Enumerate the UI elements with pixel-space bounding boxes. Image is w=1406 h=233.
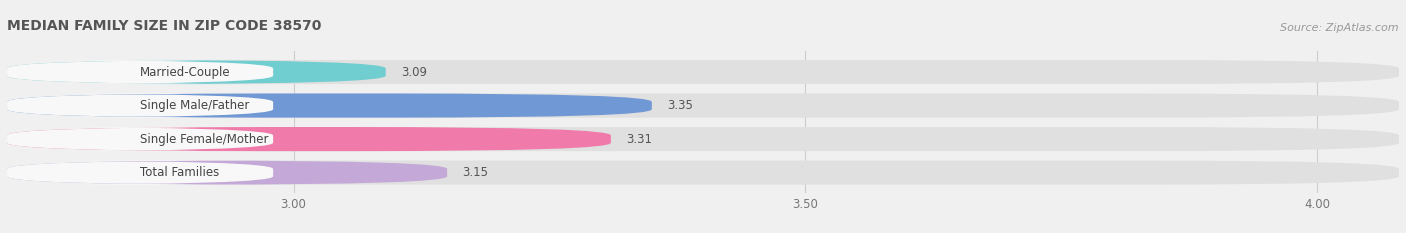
Text: Total Families: Total Families: [141, 166, 219, 179]
FancyBboxPatch shape: [7, 93, 273, 118]
FancyBboxPatch shape: [7, 60, 385, 84]
FancyBboxPatch shape: [7, 161, 1399, 185]
FancyBboxPatch shape: [7, 161, 447, 185]
Text: MEDIAN FAMILY SIZE IN ZIP CODE 38570: MEDIAN FAMILY SIZE IN ZIP CODE 38570: [7, 19, 322, 33]
Text: 3.15: 3.15: [463, 166, 488, 179]
Text: Source: ZipAtlas.com: Source: ZipAtlas.com: [1281, 23, 1399, 33]
FancyBboxPatch shape: [7, 127, 273, 151]
FancyBboxPatch shape: [7, 93, 1399, 118]
Text: Single Female/Mother: Single Female/Mother: [141, 133, 269, 146]
FancyBboxPatch shape: [7, 127, 610, 151]
FancyBboxPatch shape: [7, 127, 1399, 151]
Text: Married-Couple: Married-Couple: [141, 65, 231, 79]
FancyBboxPatch shape: [7, 161, 273, 185]
FancyBboxPatch shape: [7, 60, 1399, 84]
Text: 3.09: 3.09: [401, 65, 427, 79]
FancyBboxPatch shape: [7, 60, 273, 84]
Text: 3.35: 3.35: [668, 99, 693, 112]
Text: Single Male/Father: Single Male/Father: [141, 99, 249, 112]
Text: 3.31: 3.31: [626, 133, 652, 146]
FancyBboxPatch shape: [7, 93, 652, 118]
